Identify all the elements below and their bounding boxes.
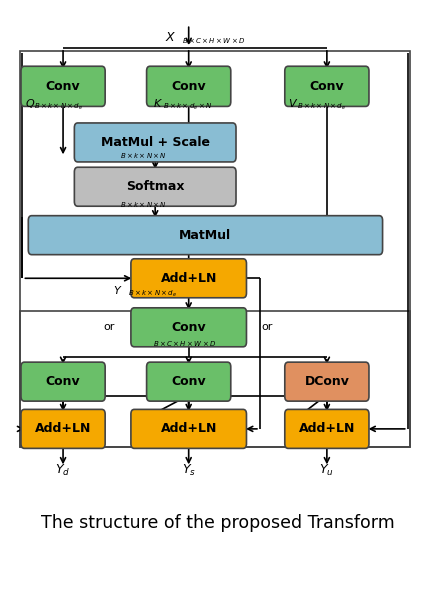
Text: Softmax: Softmax (126, 180, 184, 193)
Text: Conv: Conv (310, 80, 344, 93)
Text: $Y$: $Y$ (113, 284, 123, 296)
FancyBboxPatch shape (285, 410, 369, 448)
FancyBboxPatch shape (285, 66, 369, 107)
FancyBboxPatch shape (28, 215, 382, 255)
Text: Conv: Conv (171, 375, 206, 388)
Text: The structure of the proposed Transform: The structure of the proposed Transform (41, 514, 395, 532)
Text: Add+LN: Add+LN (35, 422, 91, 435)
Text: Conv: Conv (46, 375, 80, 388)
Text: Add+LN: Add+LN (299, 422, 355, 435)
FancyBboxPatch shape (146, 66, 231, 107)
Text: $B\times k\times N\times d_e$: $B\times k\times N\times d_e$ (128, 288, 177, 299)
Text: $B\times k\times d_e\times N$: $B\times k\times d_e\times N$ (163, 102, 212, 112)
Bar (20, 51, 410, 446)
Text: MatMul + Scale: MatMul + Scale (101, 136, 210, 149)
FancyBboxPatch shape (75, 123, 236, 162)
Text: Conv: Conv (46, 80, 80, 93)
FancyBboxPatch shape (146, 362, 231, 401)
Text: Add+LN: Add+LN (160, 422, 217, 435)
Text: $Y_s$: $Y_s$ (182, 462, 196, 478)
FancyBboxPatch shape (21, 66, 105, 107)
Text: $B\times k\times N\times d_e$: $B\times k\times N\times d_e$ (34, 102, 83, 112)
FancyBboxPatch shape (131, 308, 246, 347)
Text: Conv: Conv (171, 321, 206, 334)
Text: or: or (262, 322, 273, 332)
Text: DConv: DConv (304, 375, 349, 388)
Text: $V$: $V$ (288, 98, 299, 110)
Text: $Q$: $Q$ (24, 97, 35, 110)
Text: $X$: $X$ (165, 31, 176, 44)
FancyBboxPatch shape (21, 410, 105, 448)
FancyBboxPatch shape (131, 259, 246, 298)
Text: $B\times C\times H\times W\times D$: $B\times C\times H\times W\times D$ (153, 339, 216, 348)
Text: Conv: Conv (171, 80, 206, 93)
Text: $B\times k\times N\times N$: $B\times k\times N\times N$ (119, 151, 167, 160)
Text: MatMul: MatMul (179, 229, 232, 242)
Text: or: or (103, 322, 115, 332)
Text: $Y_u$: $Y_u$ (320, 462, 334, 478)
Text: Add+LN: Add+LN (160, 272, 217, 285)
FancyBboxPatch shape (131, 410, 246, 448)
FancyBboxPatch shape (75, 168, 236, 206)
Text: $B\times k\times N\times N$: $B\times k\times N\times N$ (119, 200, 167, 209)
Text: $Y_d$: $Y_d$ (55, 462, 71, 478)
FancyBboxPatch shape (285, 362, 369, 401)
FancyBboxPatch shape (21, 362, 105, 401)
Text: $K$: $K$ (153, 98, 163, 110)
Bar (20, 311, 410, 446)
Text: $B\times k\times N\times d_e$: $B\times k\times N\times d_e$ (297, 102, 346, 112)
Text: $B\times C\times H\times W\times D$: $B\times C\times H\times W\times D$ (182, 36, 246, 46)
